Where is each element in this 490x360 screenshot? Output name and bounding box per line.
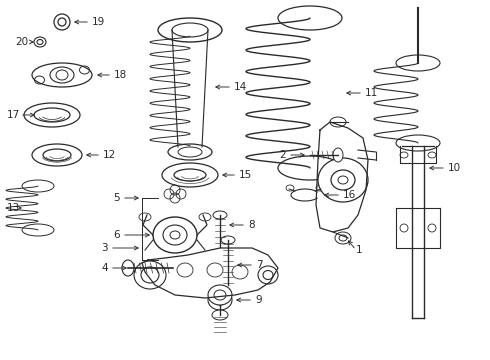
Ellipse shape [162, 163, 218, 187]
Ellipse shape [208, 290, 232, 310]
Text: 15: 15 [239, 170, 252, 180]
Text: 17: 17 [7, 110, 20, 120]
Ellipse shape [208, 285, 232, 305]
Ellipse shape [50, 67, 74, 83]
Text: 18: 18 [114, 70, 127, 80]
Ellipse shape [396, 55, 440, 71]
Ellipse shape [221, 236, 235, 244]
Text: 14: 14 [234, 82, 247, 92]
Text: 4: 4 [101, 263, 108, 273]
Ellipse shape [54, 14, 70, 30]
Ellipse shape [335, 232, 351, 244]
Ellipse shape [333, 148, 343, 162]
Ellipse shape [32, 144, 82, 166]
Text: 8: 8 [248, 220, 255, 230]
Ellipse shape [213, 211, 227, 219]
Text: 13: 13 [7, 203, 20, 213]
Ellipse shape [34, 37, 46, 47]
Ellipse shape [158, 18, 222, 42]
Text: 2: 2 [279, 150, 286, 160]
Text: 20: 20 [15, 37, 28, 47]
Text: 3: 3 [101, 243, 108, 253]
Text: 12: 12 [103, 150, 116, 160]
Ellipse shape [163, 225, 187, 245]
Text: 5: 5 [113, 193, 120, 203]
Text: 9: 9 [255, 295, 262, 305]
Ellipse shape [22, 180, 54, 192]
Text: 1: 1 [356, 245, 363, 255]
Ellipse shape [404, 58, 432, 68]
Ellipse shape [212, 310, 228, 320]
Text: 6: 6 [113, 230, 120, 240]
Ellipse shape [258, 266, 278, 284]
Ellipse shape [396, 135, 440, 151]
Ellipse shape [168, 144, 212, 160]
Ellipse shape [122, 260, 134, 276]
Ellipse shape [22, 224, 54, 236]
Ellipse shape [134, 261, 166, 289]
Text: 7: 7 [256, 260, 263, 270]
Ellipse shape [153, 217, 197, 253]
Text: 19: 19 [92, 17, 105, 27]
Ellipse shape [278, 156, 342, 180]
Ellipse shape [318, 158, 368, 202]
Ellipse shape [330, 117, 346, 127]
Text: 16: 16 [343, 190, 356, 200]
Ellipse shape [278, 6, 342, 30]
Ellipse shape [32, 63, 92, 87]
Ellipse shape [24, 103, 80, 127]
Text: 10: 10 [448, 163, 461, 173]
Text: 11: 11 [365, 88, 378, 98]
